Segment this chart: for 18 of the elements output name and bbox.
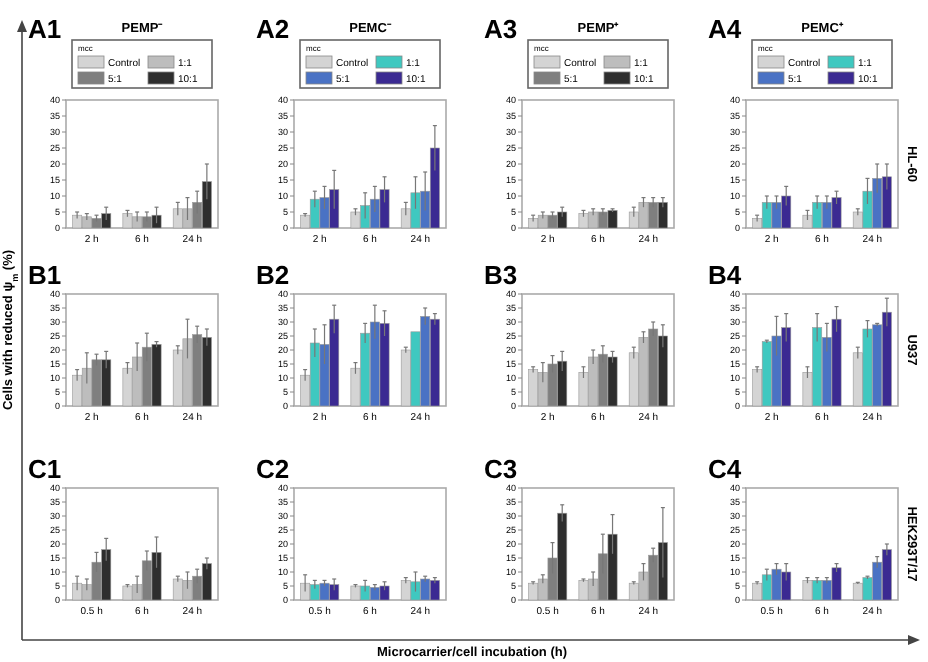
- chart-title: A3: [484, 14, 518, 44]
- chart-title: C3: [484, 454, 518, 484]
- chart-title: B1: [28, 260, 62, 290]
- chart-title: B2: [256, 260, 290, 290]
- chart-title: B3: [484, 260, 518, 290]
- chart-title: A1: [28, 14, 62, 44]
- chart-title: C2: [256, 454, 290, 484]
- chart-title: A2: [256, 14, 290, 44]
- bar: [72, 582, 83, 601]
- chart-title: A4: [708, 14, 743, 44]
- bar: [72, 374, 83, 407]
- bar: [528, 218, 539, 229]
- bar: [752, 582, 763, 601]
- chart-title: B4: [708, 260, 743, 290]
- bar: [528, 582, 539, 601]
- bar: [528, 369, 539, 407]
- chart-title: C1: [28, 454, 62, 484]
- chart-title: C4: [708, 454, 743, 484]
